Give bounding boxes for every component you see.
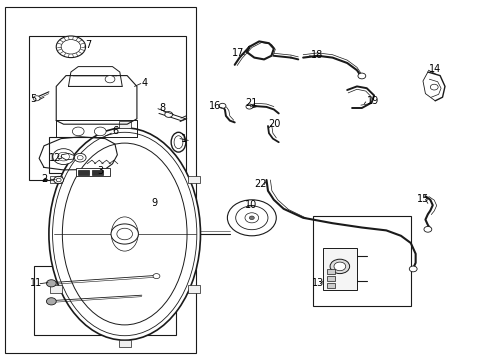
Bar (326, 283, 335, 288)
Text: 14: 14 (428, 64, 441, 74)
Bar (50, 285, 61, 293)
Bar (119, 340, 130, 347)
Bar (50, 176, 61, 183)
Circle shape (408, 266, 416, 272)
Bar (29, 36, 185, 180)
Text: 3: 3 (98, 166, 104, 176)
Text: 5: 5 (30, 94, 37, 104)
Text: 4: 4 (142, 78, 148, 88)
Text: 18: 18 (310, 50, 322, 60)
Circle shape (105, 76, 115, 83)
Circle shape (219, 103, 225, 108)
Circle shape (94, 127, 106, 136)
Circle shape (111, 224, 138, 244)
Circle shape (61, 40, 81, 54)
Circle shape (46, 298, 56, 305)
Circle shape (56, 178, 61, 182)
Circle shape (46, 280, 56, 287)
Text: 7: 7 (85, 40, 92, 50)
Bar (322, 248, 356, 290)
Circle shape (56, 36, 85, 58)
Circle shape (329, 259, 349, 274)
Text: 21: 21 (245, 98, 257, 108)
Ellipse shape (53, 132, 196, 336)
Circle shape (429, 84, 437, 90)
Circle shape (227, 200, 276, 236)
Circle shape (74, 153, 86, 162)
Bar (326, 276, 335, 281)
Text: 8: 8 (159, 103, 165, 113)
Bar (76, 168, 110, 176)
Text: 10: 10 (244, 200, 256, 210)
Bar (92, 170, 102, 175)
Ellipse shape (171, 132, 185, 152)
Text: 19: 19 (366, 96, 378, 106)
Bar (5, 7, 195, 353)
Circle shape (244, 213, 258, 223)
Text: 13: 13 (311, 278, 323, 288)
Text: 12: 12 (49, 153, 61, 163)
Ellipse shape (62, 143, 187, 325)
Circle shape (117, 228, 132, 240)
Circle shape (423, 226, 431, 232)
Text: 17: 17 (232, 48, 244, 58)
Text: 20: 20 (267, 119, 280, 129)
Text: 22: 22 (254, 179, 266, 189)
Circle shape (245, 104, 252, 109)
Circle shape (33, 96, 40, 101)
Ellipse shape (111, 217, 138, 251)
Circle shape (53, 149, 74, 165)
Circle shape (357, 73, 365, 79)
Text: 11: 11 (30, 278, 42, 288)
Circle shape (333, 262, 345, 271)
Text: 9: 9 (151, 198, 158, 208)
Bar (326, 269, 335, 274)
Text: 6: 6 (112, 126, 119, 136)
Circle shape (164, 112, 172, 117)
Circle shape (72, 127, 84, 136)
Circle shape (54, 176, 63, 184)
Bar (187, 176, 199, 183)
Bar (187, 285, 199, 293)
Circle shape (153, 274, 160, 279)
Text: 16: 16 (209, 101, 221, 111)
Bar (312, 216, 410, 306)
Circle shape (249, 216, 254, 220)
Text: 2: 2 (41, 174, 48, 184)
Circle shape (43, 179, 47, 181)
Bar (78, 170, 89, 175)
Ellipse shape (174, 136, 183, 149)
Bar (49, 137, 127, 173)
Bar (119, 121, 130, 128)
Text: 1: 1 (181, 134, 187, 144)
Circle shape (235, 206, 267, 230)
Ellipse shape (49, 128, 200, 340)
Bar (34, 266, 176, 335)
Text: 15: 15 (416, 194, 428, 204)
Circle shape (58, 152, 69, 161)
Circle shape (77, 156, 83, 160)
